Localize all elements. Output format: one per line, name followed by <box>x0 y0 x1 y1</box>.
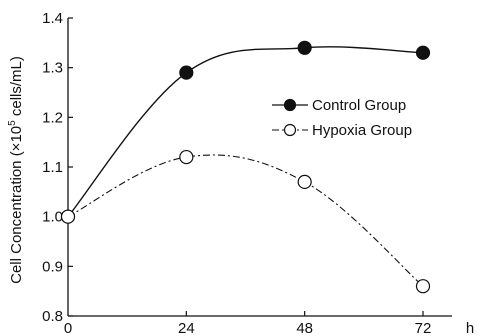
legend-label-hypoxia: Hypoxia Group <box>312 122 412 139</box>
x-ticks: 0 24 48 72 <box>64 311 432 336</box>
legend-label-control: Control Group <box>312 97 406 114</box>
y-axis-title-end: cells/mL) <box>8 56 25 120</box>
data-point-hypoxia <box>415 279 431 294</box>
legend: Control Group Hypoxia Group <box>272 97 412 139</box>
data-point-hypoxia <box>297 174 312 189</box>
legend-entry-control: Control Group <box>272 97 406 114</box>
y-ticks: 0.8 0.9 1.0 1.1 1.2 1.3 1.4 <box>42 10 73 325</box>
series-layer <box>60 40 431 294</box>
legend-entry-hypoxia: Hypoxia Group <box>272 122 412 139</box>
x-tick-label: 48 <box>296 320 313 336</box>
data-point-hypoxia <box>60 209 76 224</box>
x-tick-label: 72 <box>415 320 432 336</box>
data-point-control <box>415 45 431 60</box>
data-point-control <box>297 40 312 55</box>
series-line-hypoxia <box>67 154 424 287</box>
axes <box>67 18 452 317</box>
data-point-control <box>179 65 194 80</box>
legend-marker-hypoxia <box>283 123 297 137</box>
x-tick-label: 0 <box>64 320 72 336</box>
y-tick-label: 1.0 <box>42 209 63 226</box>
y-tick-label: 1.4 <box>42 10 63 27</box>
y-tick-label: 1.1 <box>42 159 63 176</box>
x-unit-label: h <box>466 320 474 336</box>
y-tick-label: 1.2 <box>42 109 63 126</box>
y-axis-title: Cell Concentration (×105 cells/mL) <box>7 56 25 284</box>
y-tick-label: 1.3 <box>42 60 63 77</box>
y-tick-label: 0.9 <box>42 258 63 275</box>
y-axis-title-main: Cell Concentration (×10 <box>8 126 25 284</box>
series-line-control <box>67 46 424 218</box>
y-tick-label: 0.8 <box>42 308 63 325</box>
data-point-hypoxia <box>179 149 194 165</box>
legend-marker-control <box>283 98 297 112</box>
y-axis-title-superscript: 5 <box>7 120 18 126</box>
x-tick-label: 24 <box>178 320 195 336</box>
